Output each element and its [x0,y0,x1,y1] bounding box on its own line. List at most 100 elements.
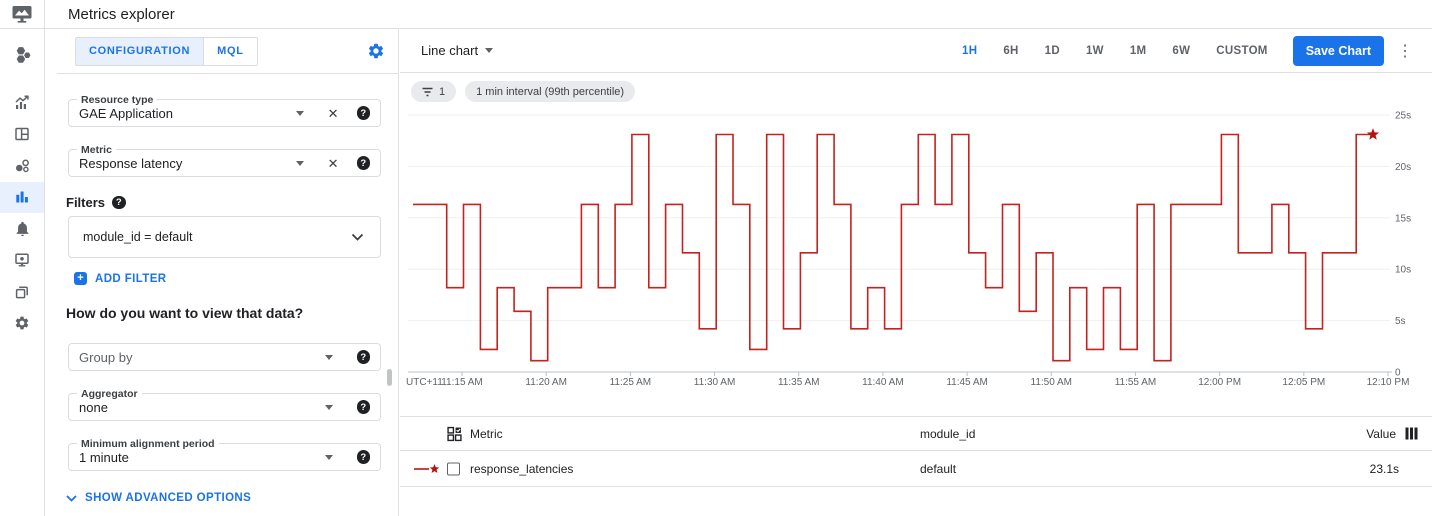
left-nav [0,29,45,516]
interval-chip[interactable]: 1 min interval (99th percentile) [465,81,636,102]
dashboard-icon [15,128,29,141]
x-axis-label: 11:40 AM [862,377,904,388]
row-metric-name: response_latencies [470,461,574,476]
groups-dots-icon [16,159,29,172]
aggregator-field[interactable]: Aggregator none ? [68,388,381,421]
clear-metric-icon[interactable]: ✕ [327,155,339,171]
metrics-table: Metric module_id Value response_latencie… [400,416,1432,487]
chip-row: 1 1 min interval (99th percentile) [411,81,636,102]
range-button-1w[interactable]: 1W [1085,44,1104,57]
resource-type-field[interactable]: Resource type GAE Application ✕ ? [68,94,381,127]
filter-count-chip[interactable]: 1 [411,81,457,102]
sidebar-item-services[interactable] [0,276,44,308]
range-button-1h[interactable]: 1H [962,44,978,57]
column-header-metric[interactable]: Metric [470,426,503,441]
range-button-6w[interactable]: 6W [1172,44,1191,57]
sidebar-item-dashboards[interactable] [0,119,44,151]
overlapping-squares-icon [15,286,28,299]
x-axis-label: 11:15 AM [441,377,483,388]
hexagon-cluster-icon [16,47,30,63]
monitoring-logo-cell[interactable] [0,0,45,29]
save-chart-button[interactable]: Save Chart [1292,35,1384,66]
filter-select[interactable]: module_id = default [68,216,381,258]
table-row[interactable]: response_latencies default 23.1s [400,451,1432,487]
help-icon[interactable]: ? [356,350,370,364]
uptime-monitor-icon [15,253,29,267]
y-axis-label: 5s [1395,316,1406,327]
help-icon[interactable]: ? [356,400,370,414]
column-header-value[interactable]: Value [1366,427,1418,441]
resource-type-value: GAE Application [79,105,173,121]
row-module-id: default [920,461,957,476]
range-button-1m[interactable]: 1M [1129,44,1147,57]
sidebar-item-monitoring-overview[interactable] [0,37,44,73]
top-header: Metrics explorer [0,0,1432,29]
x-axis-label: 11:20 AM [525,377,567,388]
sidebar-item-metrics-explorer[interactable] [0,181,44,213]
latency-step-line [413,133,1373,362]
group-by-field[interactable]: Group by ? [68,343,381,371]
dropdown-caret-icon [485,48,494,53]
x-axis-label: 11:55 AM [1115,377,1157,388]
x-axis-label: 12:05 PM [1282,377,1325,388]
select-all-grid-icon[interactable] [447,426,462,441]
clear-resource-type-icon[interactable]: ✕ [327,105,339,121]
min-alignment-field[interactable]: Minimum alignment period 1 minute ? [68,438,381,471]
bell-icon [16,222,28,237]
range-button-1d[interactable]: 1D [1044,44,1060,57]
dropdown-caret-icon[interactable] [324,354,333,360]
aggregator-value: none [79,399,108,415]
config-scrollbar-thumb[interactable] [387,369,392,386]
chart-trend-icon [15,95,29,109]
latency-line-chart[interactable]: 25s 20s 15s 10s 5s 0 UTC+11 11:15 AM 11:20 AM 11:… [400,98,1432,390]
min-alignment-value: 1 minute [79,449,129,465]
y-axis-label: 15s [1395,213,1411,224]
bar-chart-icon [16,191,28,203]
add-filter-button[interactable]: + ADD FILTER [74,272,167,285]
series-legend-icon [414,462,441,475]
sidebar-item-settings[interactable] [0,308,44,340]
sidebar-item-uptime-checks[interactable] [0,245,44,277]
table-header-row: Metric module_id Value [400,416,1432,451]
range-button-custom[interactable]: CUSTOM [1216,44,1268,57]
row-checkbox[interactable] [447,462,460,475]
x-axis-label: 11:30 AM [694,377,736,388]
page-title: Metrics explorer [68,5,175,23]
metric-field[interactable]: Metric Response latency ✕ ? [68,144,381,177]
monitoring-logo-icon [12,5,32,23]
filters-heading: Filters ? [66,195,126,210]
chevron-down-icon [66,494,77,502]
more-options-kebab-icon[interactable]: ⋮ [1397,42,1413,60]
range-button-6h[interactable]: 6H [1003,44,1019,57]
dropdown-caret-icon[interactable] [295,110,304,116]
sidebar-item-groups[interactable] [0,150,44,182]
help-icon[interactable]: ? [356,156,370,170]
dropdown-caret-icon[interactable] [324,454,333,460]
chevron-down-icon [351,233,364,241]
show-advanced-options-button[interactable]: SHOW ADVANCED OPTIONS [66,492,251,504]
dropdown-caret-icon[interactable] [295,160,304,166]
view-data-heading: How do you want to view that data? [66,305,304,321]
min-alignment-label: Minimum alignment period [77,438,219,450]
x-axis-label: 11:45 AM [946,377,988,388]
tab-mql[interactable]: MQL [203,37,257,65]
help-icon[interactable]: ? [356,106,370,120]
help-icon[interactable]: ? [356,450,370,464]
x-axis-label: 11:25 AM [610,377,652,388]
plus-icon: + [74,272,87,285]
series-end-star-marker [1366,128,1380,140]
chart-header: Line chart 1H 6H 1D 1W 1M 6W CUSTOM Save… [400,29,1432,73]
config-settings-button[interactable] [367,42,385,65]
metric-value: Response latency [79,155,183,171]
x-axis-label: 12:00 PM [1198,377,1241,388]
gear-icon [15,316,29,330]
sidebar-item-alerting[interactable] [0,213,44,245]
sidebar-item-metrics-scope[interactable] [0,87,44,119]
help-icon[interactable]: ? [112,195,126,210]
dropdown-caret-icon[interactable] [324,404,333,410]
column-header-module-id[interactable]: module_id [920,426,976,441]
chart-panel: Line chart 1H 6H 1D 1W 1M 6W CUSTOM Save… [400,29,1432,516]
filter-lines-icon [422,87,433,96]
chart-type-dropdown[interactable]: Line chart [421,43,494,58]
tab-configuration[interactable]: CONFIGURATION [76,37,204,65]
